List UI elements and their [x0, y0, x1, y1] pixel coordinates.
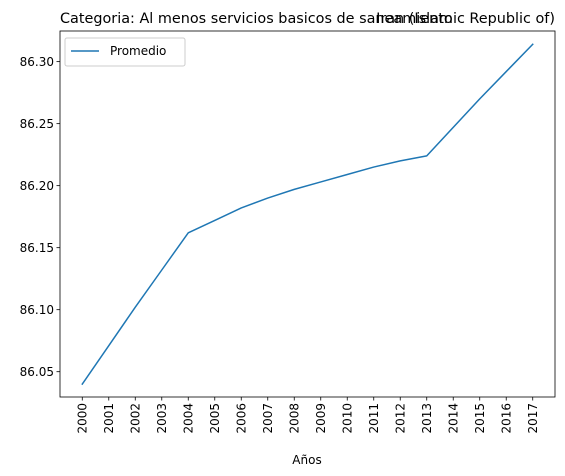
x-tick-label: 2008 [288, 403, 302, 434]
chart-marks [81, 43, 534, 386]
y-tick-label: 86.30 [20, 55, 54, 69]
x-tick-label: 2010 [341, 403, 355, 434]
x-tick-label: 2009 [314, 403, 328, 434]
plot-area-frame [59, 30, 556, 398]
y-tick-label: 86.05 [20, 365, 54, 379]
x-tick-label: 2005 [208, 403, 222, 434]
y-axis: 86.05 86.10 86.15 86.20 86.25 86.30 [20, 55, 60, 379]
y-tick-label: 86.15 [20, 241, 54, 255]
legend-frame [64, 37, 186, 67]
x-axis: 2000 2001 2002 2003 2004 2005 2006 2007 2008 2009… [76, 397, 540, 434]
x-tick-label: 2000 [76, 403, 90, 434]
x-tick-label: 2013 [420, 403, 434, 434]
series-line-promedio [81, 43, 534, 386]
x-axis-label: Años [292, 453, 321, 467]
legend: Promedio [64, 37, 186, 67]
x-tick-label: 2017 [526, 403, 540, 434]
y-tick-label: 86.20 [20, 179, 54, 193]
x-tick-label: 2014 [447, 403, 461, 434]
x-tick-label: 2015 [473, 403, 487, 434]
x-tick-label: 2002 [129, 403, 143, 434]
x-tick-label: 2012 [394, 403, 408, 434]
y-tick-label: 86.10 [20, 303, 54, 317]
x-tick-label: 2007 [261, 403, 275, 434]
y-tick-label: 86.25 [20, 117, 54, 131]
x-tick-label: 2006 [235, 403, 249, 434]
x-tick-label: 2016 [500, 403, 514, 434]
chart-title-category: Categoria: Al menos servicios basicos de… [60, 11, 453, 27]
x-tick-label: 2011 [367, 403, 381, 434]
legend-label-promedio: Promedio [110, 44, 166, 58]
x-tick-label: 2003 [155, 403, 169, 434]
x-tick-label: 2004 [182, 403, 196, 434]
x-tick-label: 2001 [102, 403, 116, 434]
chart-title-country: Iran (Islamic Republic of) [376, 11, 555, 27]
